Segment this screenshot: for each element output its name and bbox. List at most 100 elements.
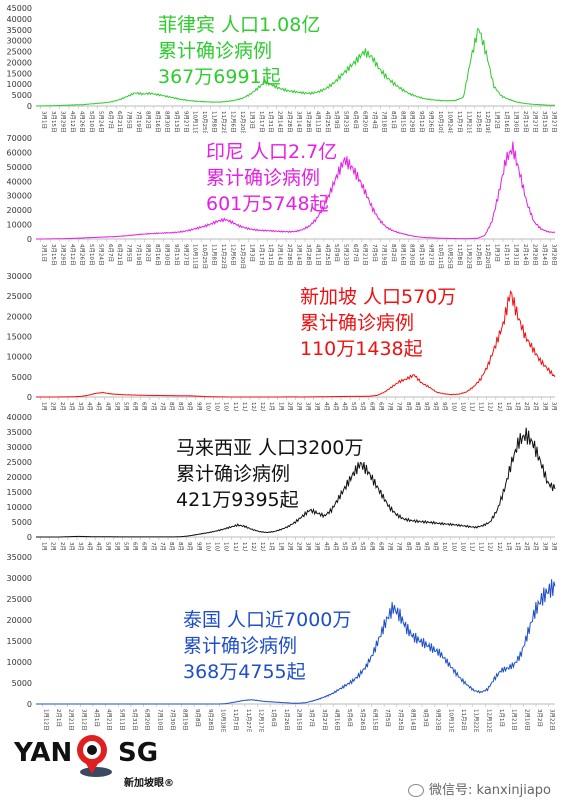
x-tick-label: 9月8日: [194, 709, 201, 727]
x-tick-label: 10月24日: [446, 111, 453, 133]
x-tick-label: 2月10日: [523, 709, 530, 731]
x-tick-label: 5月10日: [88, 244, 95, 266]
x-tick-label: 8月19日: [414, 402, 421, 411]
x-tick-label: 10月16日: [450, 542, 457, 551]
x-tick-label: 1月21日: [277, 402, 284, 411]
x-tick-label: 8月8日: [168, 542, 175, 551]
y-tick-label: 60000: [7, 148, 32, 157]
x-tick-label: 2月1日: [55, 709, 62, 727]
y-tick-label: 30000: [7, 443, 32, 452]
x-tick-label: 4月1日: [93, 709, 100, 727]
x-tick-label: 1月31日: [267, 244, 274, 266]
x-tick-label: 3月21日: [77, 542, 84, 551]
x-tick-label: 9月2日: [423, 402, 430, 411]
y-tick-label: 30000: [7, 272, 32, 281]
x-tick-label: 9月5日: [186, 542, 193, 551]
x-tick-label: 3月15日: [50, 244, 57, 266]
x-tick-label: 9月27日: [428, 244, 435, 266]
y-tick-label: 0: [27, 700, 32, 709]
x-tick-label: 12月20日: [239, 111, 246, 133]
x-tick-label: 5月27日: [359, 402, 366, 411]
x-tick-label: 8月6日: [168, 402, 175, 411]
x-tick-label: 4月18日: [95, 542, 102, 551]
x-tick-label: 4月17日: [332, 542, 339, 551]
chart-panel-indonesia: 70000 60000 50000 40000 30000 20000 10000 0 3月1日…: [0, 133, 565, 270]
chart-annotation: 泰国 人口近7000万 累计确诊病例 368万4755起: [183, 607, 351, 685]
x-tick-label: 1月6日: [270, 709, 277, 727]
x-tick-label: 1月12日: [42, 709, 49, 731]
x-tick-label: 7月22日: [396, 402, 403, 411]
x-tick-label: 1月17日: [258, 244, 265, 266]
x-tick-label: 9月18日: [432, 542, 439, 551]
x-tick-label: 6月21日: [116, 244, 123, 266]
x-tick-label: 3月7日: [68, 542, 75, 551]
x-tick-label: 2月17日: [532, 402, 539, 411]
y-tick-label: 10000: [7, 353, 32, 362]
y-tick-label: 25000: [7, 595, 32, 604]
x-tick-label: 3月4日: [305, 402, 312, 411]
x-tick-label: 4月21日: [106, 709, 113, 731]
x-tick-label: 7月5日: [126, 111, 133, 129]
x-tick-label: 10月11日: [192, 111, 199, 133]
x-tick-label: 12月6日: [475, 244, 482, 266]
x-tick-label: 7月19日: [380, 244, 387, 266]
x-tick-label: 2月8日: [50, 542, 57, 551]
x-tick-label: 7月5日: [126, 244, 133, 262]
x-tick-label: 1月16日: [503, 111, 510, 132]
x-tick-label: 6月7日: [352, 244, 359, 262]
x-tick-label: 6月27日: [141, 542, 148, 551]
x-tick-label: 10月13日: [447, 709, 454, 732]
annotation-line: 新加坡 人口570万: [300, 286, 457, 308]
x-tick-label: 8月30日: [163, 244, 170, 266]
y-tick-label: 0: [27, 102, 32, 111]
series-line: [36, 579, 556, 705]
x-tick-label: 4月12日: [69, 244, 76, 266]
x-tick-label: 6月12日: [368, 542, 375, 551]
x-tick-label: 5月9日: [333, 111, 340, 129]
y-tick-label: 15000: [7, 637, 32, 646]
x-tick-label: 11月8日: [211, 111, 218, 133]
x-tick-label: 9月13日: [418, 244, 425, 266]
annotation-line: 累计确诊病例: [300, 312, 415, 334]
x-tick-label: 9月23日: [435, 709, 442, 731]
x-tick-label: 2月15日: [296, 709, 303, 731]
x-tick-label: 11月25日: [478, 402, 485, 411]
x-tick-label: 8月21日: [414, 542, 421, 551]
x-tick-label: 11月27日: [245, 709, 252, 732]
x-tick-label: 7月18日: [380, 111, 387, 133]
x-tick-label: 1月25日: [41, 542, 48, 551]
x-tick-label: 8月2日: [145, 111, 152, 129]
x-tick-label: 4月15日: [332, 402, 339, 411]
x-tick-label: 3月28日: [305, 244, 312, 266]
x-tick-label: 4月2日: [86, 402, 93, 411]
x-tick-label: 8月7日: [405, 542, 412, 551]
x-tick-label: 1月31日: [513, 244, 520, 266]
y-tick-label: 5000: [12, 91, 32, 100]
x-tick-label: 11月11日: [469, 402, 476, 411]
x-tick-label: 4月26日: [78, 244, 85, 266]
x-tick-label: 1月21日: [511, 709, 518, 731]
x-tick-label: 6月7日: [107, 111, 114, 129]
x-tick-label: 4月1日: [323, 402, 330, 411]
y-tick-label: 20000: [7, 206, 32, 215]
x-tick-label: 7月5日: [371, 244, 378, 262]
x-tick-label: 6月25日: [141, 402, 148, 411]
x-tick-label: 11月22日: [220, 244, 227, 269]
x-tick-label: 2月28日: [286, 244, 293, 266]
y-tick-label: 10000: [7, 221, 32, 230]
x-tick-label: 6月11日: [132, 402, 139, 411]
x-tick-label: 3月17日: [550, 402, 557, 411]
x-tick-label: 9月28日: [207, 709, 214, 731]
x-tick-label: 1月17日: [258, 111, 265, 133]
annotation-line: 泰国 人口近7000万: [183, 609, 352, 631]
x-tick-label: 10月3日: [204, 542, 211, 551]
x-tick-label: 12月6日: [229, 111, 236, 133]
x-tick-label: 1月17日: [503, 244, 510, 265]
wechat-icon: [408, 784, 425, 797]
x-tick-label: 3月18日: [314, 402, 321, 411]
x-tick-label: 7月30日: [169, 709, 176, 731]
x-tick-label: 9月3日: [186, 402, 193, 411]
x-tick-label: 5月23日: [343, 111, 350, 133]
chart-svg: 70000 60000 50000 40000 30000 20000 10000 0 3月1日…: [7, 134, 558, 269]
